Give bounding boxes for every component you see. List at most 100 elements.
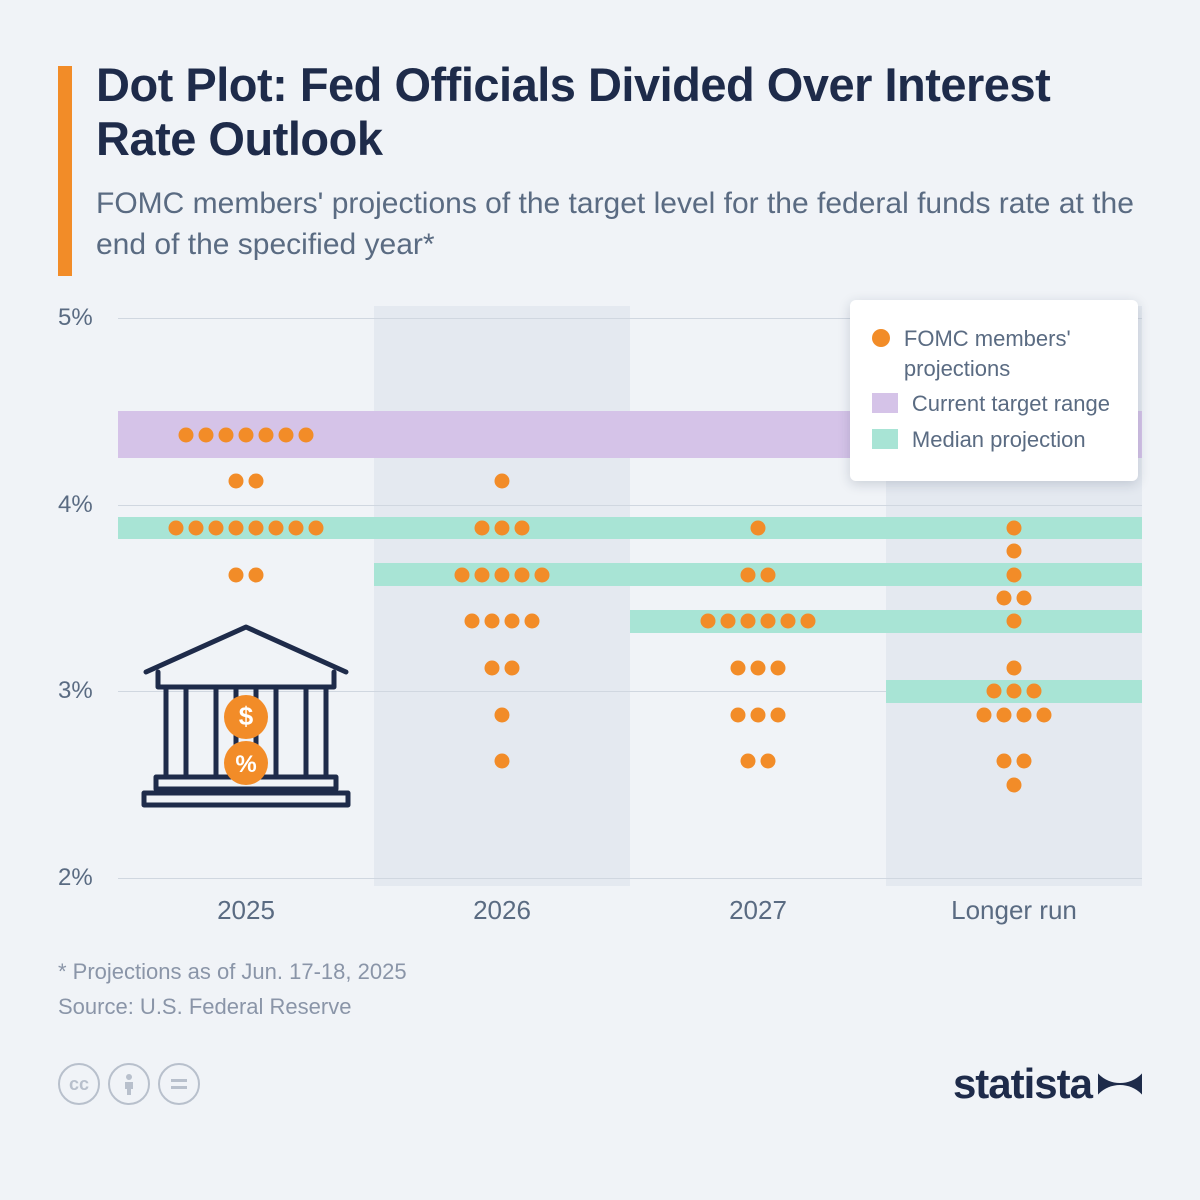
legend-item: Current target range [872,389,1110,419]
projection-dot [535,567,550,582]
legend-item: Median projection [872,425,1110,455]
projection-dot [1007,567,1022,582]
projection-dot [229,567,244,582]
projection-dot [249,567,264,582]
footnote-source: Source: U.S. Federal Reserve [58,989,1142,1024]
y-axis-label: 5% [58,304,93,332]
x-axis-label: 2026 [473,895,531,926]
projection-dot [1037,707,1052,722]
legend-marker-swatch [872,429,898,449]
federal-reserve-building-icon: $ % [136,617,356,822]
projection-dot [1017,591,1032,606]
projection-dot [997,591,1012,606]
accent-bar [58,66,72,276]
projection-dot [1027,684,1042,699]
chart-legend: FOMC members' projections Current target … [850,300,1138,481]
projection-dot [525,614,540,629]
x-axis-label: 2025 [217,895,275,926]
projection-dot [801,614,816,629]
projection-dot [209,521,224,536]
projection-dot [229,474,244,489]
projection-dot [781,614,796,629]
projection-dot [485,661,500,676]
projection-dot [299,427,314,442]
y-axis-label: 4% [58,491,93,519]
projection-dot [721,614,736,629]
projection-dot [1007,661,1022,676]
license-icons: cc [58,1063,200,1105]
projection-dot [1017,707,1032,722]
projection-dot [465,614,480,629]
projection-dot [997,754,1012,769]
nd-icon [158,1063,200,1105]
projection-dot [515,521,530,536]
footnote-line: * Projections as of Jun. 17-18, 2025 [58,954,1142,989]
x-axis-label: 2027 [729,895,787,926]
y-axis-label: 2% [58,864,93,892]
projection-dot [475,521,490,536]
projection-dot [495,754,510,769]
projection-dot [761,754,776,769]
projection-dot [751,521,766,536]
statista-wave-icon [1098,1065,1142,1103]
projection-dot [1007,544,1022,559]
header: Dot Plot: Fed Officials Divided Over Int… [58,58,1142,276]
projection-dot [1007,614,1022,629]
projection-dot [977,707,992,722]
projection-dot [505,614,520,629]
svg-text:%: % [235,751,256,778]
page-title: Dot Plot: Fed Officials Divided Over Int… [96,58,1142,166]
statista-logo: statista [953,1060,1142,1108]
projection-dot [741,754,756,769]
legend-label: Median projection [912,425,1086,455]
by-icon [108,1063,150,1105]
projection-dot [1007,521,1022,536]
legend-label: FOMC members' projections [904,324,1071,383]
projection-dot [761,567,776,582]
projection-dot [701,614,716,629]
footnote: * Projections as of Jun. 17-18, 2025 Sou… [58,954,1142,1024]
dot-plot-chart: 2% 3% 4% 5% 2025 2026 2027 Longer run $ % FOMC … [58,306,1142,926]
projection-dot [279,427,294,442]
statista-text: statista [953,1060,1092,1108]
legend-item: FOMC members' projections [872,324,1110,383]
projection-dot [771,707,786,722]
projection-dot [1007,684,1022,699]
projection-dot [741,614,756,629]
projection-dot [1017,754,1032,769]
footer: cc statista [58,1060,1142,1108]
projection-dot [269,521,284,536]
projection-dot [189,521,204,536]
projection-dot [505,661,520,676]
projection-dot [731,707,746,722]
projection-dot [289,521,304,536]
projection-dot [741,567,756,582]
y-axis-label: 3% [58,677,93,705]
projection-dot [771,661,786,676]
legend-marker-dot [872,329,890,347]
column-band [374,306,630,886]
projection-dot [475,567,490,582]
projection-dot [219,427,234,442]
projection-dot [259,427,274,442]
projection-dot [495,707,510,722]
x-axis-label: Longer run [951,895,1077,926]
projection-dot [455,567,470,582]
projection-dot [179,427,194,442]
projection-dot [987,684,1002,699]
projection-dot [751,661,766,676]
projection-dot [239,427,254,442]
page-subtitle: FOMC members' projections of the target … [96,184,1142,265]
cc-icon: cc [58,1063,100,1105]
svg-text:$: $ [239,701,254,731]
projection-dot [229,521,244,536]
projection-dot [751,707,766,722]
projection-dot [249,474,264,489]
projection-dot [495,521,510,536]
projection-dot [169,521,184,536]
projection-dot [485,614,500,629]
legend-marker-swatch [872,393,898,413]
projection-dot [495,474,510,489]
projection-dot [199,427,214,442]
projection-dot [309,521,324,536]
